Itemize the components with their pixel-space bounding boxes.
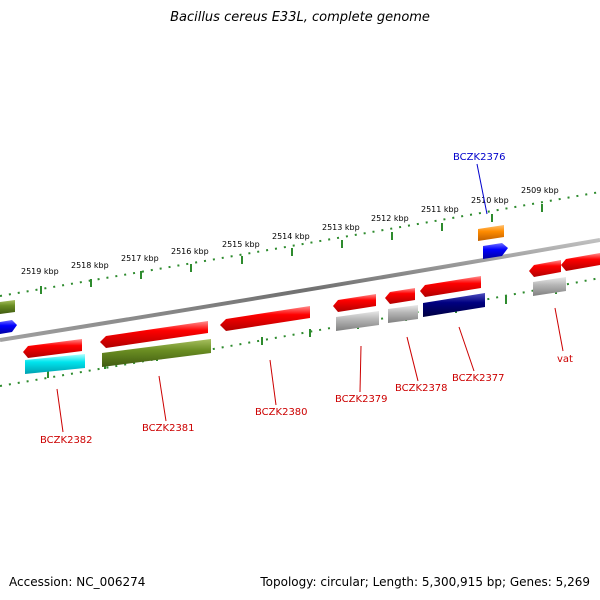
tick-label-2518: 2518 kbp <box>71 261 109 270</box>
gene-bczk2379-fwd <box>333 294 376 312</box>
gene-bczk2378-grey <box>388 305 418 323</box>
forward-genes <box>0 225 600 334</box>
gene-vat-fwd <box>529 260 561 277</box>
tick-label-2511: 2511 kbp <box>421 205 459 214</box>
gene-bczk2381-olive <box>102 339 211 367</box>
gene-labels: BCZK2382 BCZK2381 BCZK2380 BCZK2379 BCZK… <box>40 152 573 446</box>
gene-bczk2377-navy <box>423 293 485 317</box>
tick-label-2510: 2510 kbp <box>471 196 509 205</box>
gene-bczk2376-orange <box>478 225 504 241</box>
tick-label-2509: 2509 kbp <box>521 186 559 195</box>
gene-bczk2382-cyan <box>25 354 85 374</box>
tick-label-2517: 2517 kbp <box>121 254 159 263</box>
ruler-tick-labels: 2519 kbp 2518 kbp 2517 kbp 2516 kbp 2515… <box>21 186 559 276</box>
map-title: Bacillus cereus E33L, complete genome <box>170 10 430 25</box>
gene-label-vat: vat <box>557 354 573 365</box>
gene-left-blue-fwd <box>0 320 17 334</box>
tick-label-2515: 2515 kbp <box>222 240 260 249</box>
genome-backbone <box>0 238 600 342</box>
tick-label-2519: 2519 kbp <box>21 267 59 276</box>
gene-label-bczk2376: BCZK2376 <box>453 152 506 163</box>
gene-label-bczk2382: BCZK2382 <box>40 435 93 446</box>
gene-bczk2381-red <box>100 321 208 348</box>
gene-bczk2377-fwd <box>420 276 481 297</box>
gene-bczk2379-grey <box>336 311 379 331</box>
inner-ruler <box>0 277 600 387</box>
gene-label-bczk2381: BCZK2381 <box>142 423 195 434</box>
accession-text: Accession: NC_006274 <box>9 575 146 589</box>
gene-left-olive-fwd <box>0 300 15 314</box>
gene-bczk2382-red <box>23 339 82 358</box>
gene-bczk2376-blue <box>483 243 508 259</box>
reverse-genes <box>23 277 566 374</box>
outer-ruler <box>0 191 600 297</box>
tick-label-2512: 2512 kbp <box>371 214 409 223</box>
gene-label-bczk2379: BCZK2379 <box>335 394 388 405</box>
tick-label-2514: 2514 kbp <box>272 232 310 241</box>
gene-vat-grey <box>533 277 566 296</box>
outer-ruler-ticks <box>40 204 543 294</box>
tick-label-2513: 2513 kbp <box>322 223 360 232</box>
gene-label-bczk2380: BCZK2380 <box>255 407 308 418</box>
gene-leader-lines <box>56 163 564 433</box>
gene-label-bczk2377: BCZK2377 <box>452 373 505 384</box>
tick-label-2516: 2516 kbp <box>171 247 209 256</box>
gene-right-red-fwd <box>561 253 600 271</box>
gene-label-bczk2378: BCZK2378 <box>395 383 448 394</box>
gene-bczk2378-fwd <box>385 288 415 304</box>
gene-bczk2380-red <box>220 306 310 331</box>
genome-summary-text: Topology: circular; Length: 5,300,915 bp… <box>260 575 590 589</box>
